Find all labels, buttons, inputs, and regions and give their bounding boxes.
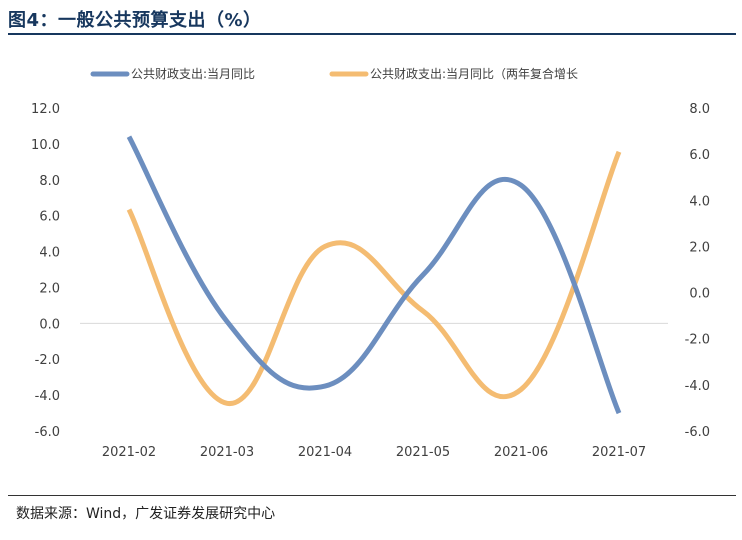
- left-tick-label: 8.0: [39, 174, 60, 189]
- left-axis: 12.0 10.0 8.0 6.0 4.0 2.0 0.0 -2.0 -4.0 -6.0: [31, 102, 60, 440]
- right-axis: 8.0 6.0 4.0 2.0 0.0 -2.0 -4.0 -6.0: [685, 102, 710, 440]
- left-tick-label: 4.0: [39, 246, 60, 261]
- x-axis: 2021-02 2021-03 2021-04 2021-05 2021-06 2021-…: [102, 445, 646, 460]
- legend-label-1: 公共财政支出:当月同比: [131, 67, 255, 81]
- figure-title: 图4：一般公共预算支出（%）: [8, 10, 262, 31]
- line-chart: 公共财政支出:当月同比 公共财政支出:当月同比（两年复合增长 12.0 10.0 8.…: [31, 66, 710, 460]
- right-tick-label: 6.0: [689, 148, 710, 163]
- series-line-1: [126, 135, 622, 415]
- left-tick-label: 12.0: [31, 102, 60, 117]
- source-note: 数据来源：Wind，广发证券发展研究中心: [16, 506, 276, 522]
- right-tick-label: -6.0: [685, 425, 710, 440]
- right-tick-label: 0.0: [689, 287, 710, 302]
- x-tick-label: 2021-07: [592, 445, 646, 460]
- x-tick-label: 2021-05: [396, 445, 450, 460]
- left-tick-label: 0.0: [39, 317, 60, 332]
- left-tick-label: -6.0: [35, 425, 60, 440]
- title-divider: [8, 33, 736, 35]
- legend-label-2: 公共财政支出:当月同比（两年复合增长: [370, 66, 578, 81]
- x-tick-label: 2021-02: [102, 445, 156, 460]
- right-tick-label: 8.0: [689, 102, 710, 117]
- x-tick-label: 2021-06: [494, 445, 548, 460]
- x-tick-label: 2021-04: [298, 445, 352, 460]
- series-lines: [126, 135, 622, 415]
- right-tick-label: -4.0: [685, 379, 710, 394]
- left-tick-label: 6.0: [39, 210, 60, 225]
- left-tick-label: -4.0: [35, 389, 60, 404]
- left-tick-label: 10.0: [31, 138, 60, 153]
- legend: 公共财政支出:当月同比 公共财政支出:当月同比（两年复合增长: [90, 66, 578, 81]
- x-tick-label: 2021-03: [200, 445, 254, 460]
- left-tick-label: 2.0: [39, 281, 60, 296]
- series-line-2: [126, 150, 622, 406]
- right-tick-label: -2.0: [685, 333, 710, 348]
- footer-divider: [8, 495, 736, 496]
- left-tick-label: -2.0: [35, 353, 60, 368]
- right-tick-label: 4.0: [689, 194, 710, 209]
- right-tick-label: 2.0: [689, 240, 710, 255]
